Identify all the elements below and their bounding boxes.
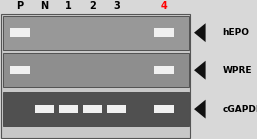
Polygon shape [194,23,206,42]
Text: cGAPDH: cGAPDH [222,105,257,114]
Bar [154,66,174,74]
Polygon shape [194,100,206,119]
Bar [1,14,190,138]
Text: 1: 1 [65,1,72,11]
Bar [3,16,189,50]
Text: WPRE: WPRE [222,66,252,75]
Bar [10,28,30,37]
Bar [34,105,54,113]
Text: 4: 4 [161,1,167,11]
Bar [59,105,78,113]
Bar [3,53,189,87]
Text: hEPO: hEPO [222,28,249,37]
Bar [107,105,126,113]
Polygon shape [194,61,206,80]
Bar [10,66,30,74]
Bar [83,105,102,113]
Text: N: N [40,1,48,11]
Text: 3: 3 [113,1,120,11]
Bar [154,28,174,37]
Bar [154,105,174,113]
Bar [3,92,189,126]
Text: P: P [16,1,24,11]
Text: 2: 2 [89,1,96,11]
